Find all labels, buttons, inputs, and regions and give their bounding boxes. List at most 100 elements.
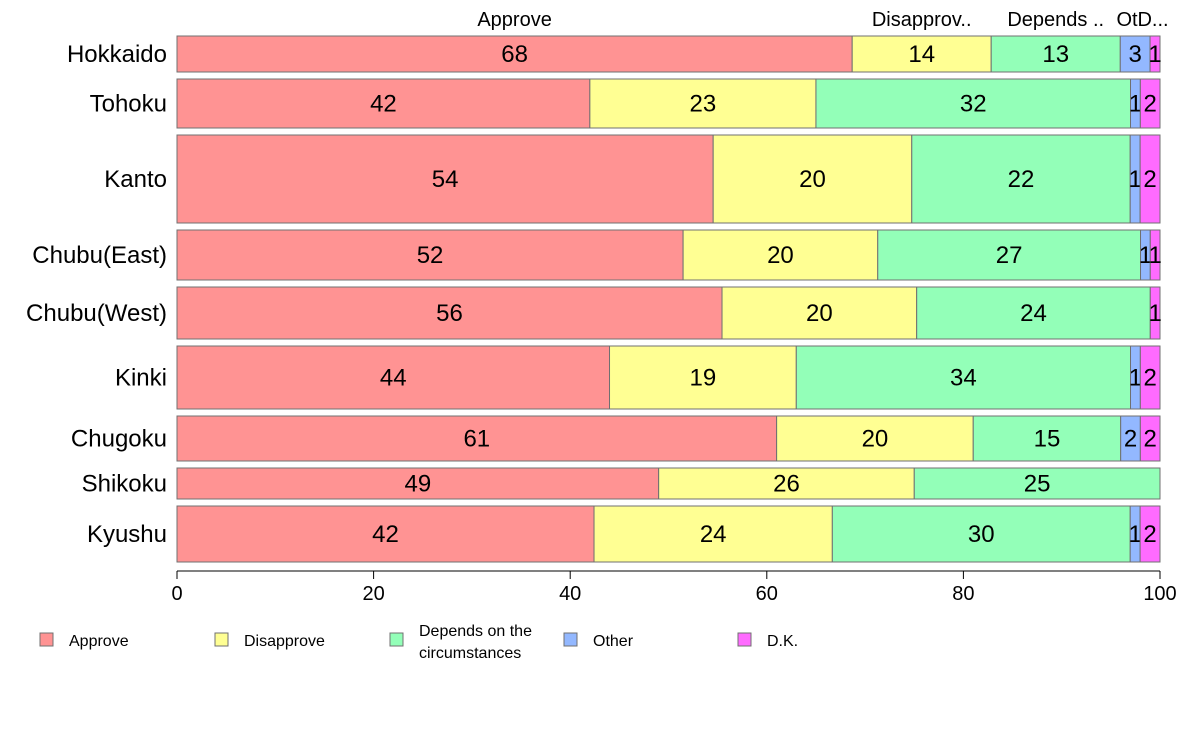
bar-kyushu-depends-on-the-circumstances [831, 505, 1131, 563]
data-label-chugoku-approve: 61 [463, 426, 490, 453]
legend-label-other: Other [593, 633, 634, 650]
legend-swatch-depends-on-the-circumstances [389, 632, 404, 647]
bar-chugoku-approve [176, 415, 778, 462]
bar-chubu-east-disapprove [682, 229, 879, 281]
category-label-kinki: Kinki [115, 365, 167, 392]
data-label-chubu-east-disapprove: 20 [767, 242, 794, 269]
legend-swatch-approve [39, 632, 54, 647]
bar-chugoku-disapprove [776, 415, 974, 462]
bar-kinki-depends-on-the-circumstances [795, 345, 1132, 410]
data-label-hokkaido-depends-on-the-circumstances: 13 [1042, 41, 1069, 68]
data-label-chugoku-depends-on-the-circumstances: 15 [1034, 426, 1061, 453]
data-label-chubu-west-disapprove: 20 [806, 300, 833, 327]
data-label-hokkaido-disapprove: 14 [908, 41, 935, 68]
category-label-hokkaido: Hokkaido [67, 41, 167, 68]
category-labels: Hokkaido Tohoku Kanto Chubu(East) Chubu(West… [26, 41, 167, 548]
bar-hokkaido-disapprove [851, 35, 992, 73]
data-label-kyushu-approve: 42 [372, 521, 399, 548]
series-header-disapprove: Disapprov.. [872, 9, 972, 31]
data-label-tohoku-approve: 42 [370, 91, 397, 118]
bar-shikoku-approve [176, 467, 660, 500]
legend-label-depends-on-the-circumstances-line-2: circumstances [419, 645, 521, 662]
data-label-chubu-west-depends-on-the-circumstances: 24 [1020, 300, 1047, 327]
data-label-shikoku-depends-on-the-circumstances: 25 [1024, 471, 1051, 498]
bar-chubu-west-approve [176, 286, 723, 340]
category-label-chubu-east: Chubu(East) [32, 242, 167, 269]
data-label-chubu-east-depends-on-the-circumstances: 27 [996, 242, 1023, 269]
bar-chubu-east-approve [176, 229, 684, 281]
x-tick-label-40: 40 [559, 583, 581, 605]
data-label-tohoku-disapprove: 23 [690, 91, 717, 118]
bar-shikoku-depends-on-the-circumstances [913, 467, 1161, 500]
legend-swatch-d-k [737, 632, 752, 647]
bar-kinki-approve [176, 345, 611, 410]
data-label-kyushu-depends-on-the-circumstances: 30 [968, 521, 995, 548]
bar-hokkaido-approve [176, 35, 853, 73]
bar-kanto-d-k [1139, 134, 1161, 224]
bar-tohoku-disapprove [589, 78, 817, 129]
data-label-tohoku-d-k: 2 [1143, 91, 1156, 118]
bar-chubu-east-depends-on-the-circumstances [877, 229, 1142, 281]
x-tick-label-100: 100 [1143, 583, 1176, 605]
category-label-kanto: Kanto [104, 166, 167, 193]
bar-chubu-west-d-k [1149, 286, 1161, 340]
legend-swatch-disapprove [214, 632, 229, 647]
bar-kyushu-approve [176, 505, 595, 563]
bar-hokkaido-depends-on-the-circumstances [990, 35, 1121, 73]
bar-chugoku-d-k [1139, 415, 1161, 462]
bar-kanto-disapprove [712, 134, 913, 224]
series-header-d-k: D... [1137, 9, 1168, 31]
series-header-depends-on-the-circumstances: Depends .. [1007, 9, 1104, 31]
legend-swatch-other [563, 632, 578, 647]
bar-tohoku-d-k [1139, 78, 1161, 129]
series-header-other: Ot [1116, 9, 1138, 31]
bar-kinki-d-k [1139, 345, 1161, 410]
data-label-hokkaido-approve: 68 [501, 41, 528, 68]
data-label-kanto-d-k: 2 [1143, 166, 1156, 193]
x-axis: 0 20 40 60 80 100 [171, 570, 1177, 605]
bar-tohoku-approve [176, 78, 591, 129]
series-header-approve: Approve [477, 9, 552, 31]
data-label-kanto-approve: 54 [432, 166, 459, 193]
legend-label-disapprove: Disapprove [244, 633, 325, 650]
bar-shikoku-disapprove [658, 467, 915, 500]
data-label-kyushu-d-k: 2 [1143, 521, 1156, 548]
bar-tohoku-depends-on-the-circumstances [815, 78, 1132, 129]
data-label-shikoku-approve: 49 [404, 471, 431, 498]
category-label-chugoku: Chugoku [71, 426, 167, 453]
data-label-shikoku-disapprove: 26 [773, 471, 800, 498]
bar-hokkaido-d-k [1149, 35, 1161, 73]
data-label-chugoku-disapprove: 20 [862, 426, 889, 453]
data-label-hokkaido-d-k: 1 [1148, 41, 1161, 68]
legend-label-approve: Approve [69, 633, 129, 650]
bar-chubu-east-d-k [1149, 229, 1161, 281]
data-label-kinki-depends-on-the-circumstances: 34 [950, 365, 977, 392]
legend-label-d-k: D.K. [767, 633, 798, 650]
data-label-kinki-d-k: 2 [1143, 365, 1156, 392]
data-label-chugoku-other: 2 [1124, 426, 1137, 453]
data-label-chubu-west-approve: 56 [436, 300, 463, 327]
data-label-kinki-disapprove: 19 [690, 365, 717, 392]
data-label-chubu-east-d-k: 1 [1148, 242, 1161, 269]
category-label-kyushu: Kyushu [87, 521, 167, 548]
legend-label-depends-on-the-circumstances-line-1: Depends on the [419, 623, 532, 640]
data-label-kinki-other: 1 [1129, 365, 1142, 392]
data-label-kinki-approve: 44 [380, 365, 407, 392]
data-label-kyushu-disapprove: 24 [700, 521, 727, 548]
bar-chubu-west-depends-on-the-circumstances [916, 286, 1151, 340]
bar-kinki-disapprove [609, 345, 797, 410]
category-label-shikoku: Shikoku [82, 471, 167, 498]
data-label-kanto-disapprove: 20 [799, 166, 826, 193]
data-label-kanto-depends-on-the-circumstances: 22 [1008, 166, 1035, 193]
category-label-chubu-west: Chubu(West) [26, 300, 167, 327]
series-header-labels: Approve Disapprov.. Depends .. Ot D... [477, 9, 1168, 31]
bar-chugoku-depends-on-the-circumstances [972, 415, 1122, 462]
data-label-kyushu-other: 1 [1129, 521, 1142, 548]
data-label-tohoku-depends-on-the-circumstances: 32 [960, 91, 987, 118]
x-tick-label-60: 60 [756, 583, 778, 605]
x-tick-label-20: 20 [362, 583, 384, 605]
data-label-chubu-east-approve: 52 [417, 242, 444, 269]
data-label-tohoku-other: 1 [1129, 91, 1142, 118]
